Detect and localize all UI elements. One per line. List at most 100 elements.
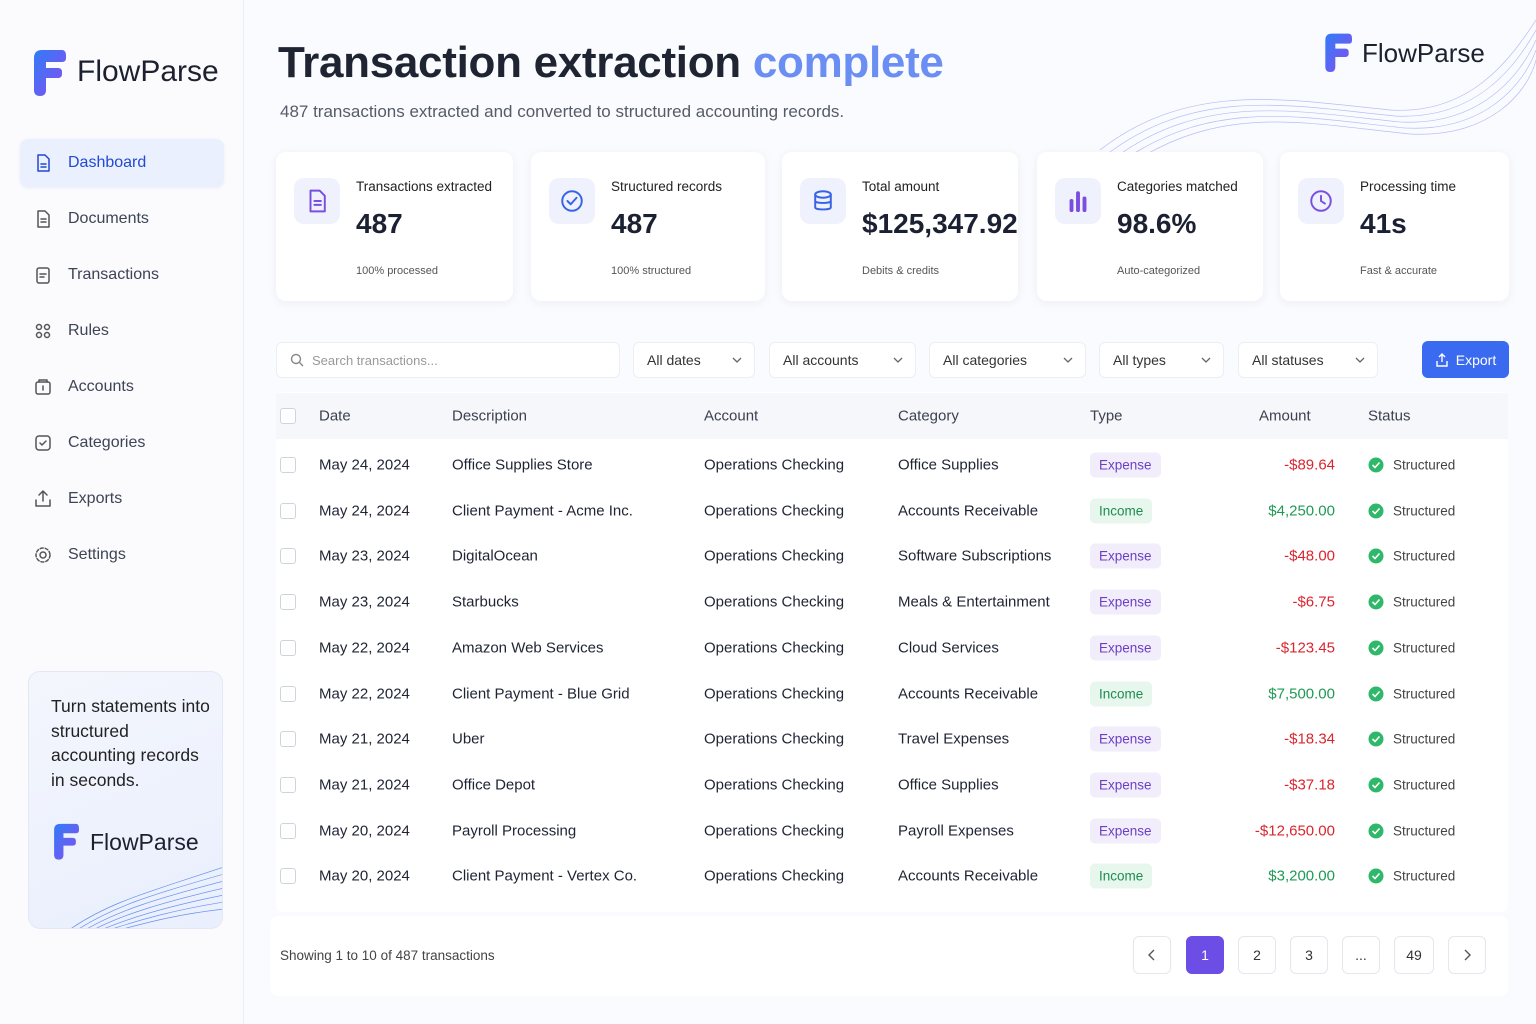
checkbox[interactable]: [280, 408, 296, 424]
prev-page[interactable]: [1133, 936, 1171, 974]
stat-value: 98.6%: [1117, 208, 1197, 239]
search-icon: [290, 353, 304, 367]
table-header: Date Description Account Category Type Amount…: [276, 393, 1508, 439]
dropdown-label: All dates: [647, 352, 701, 368]
dropdown[interactable]: All statuses: [1238, 342, 1378, 378]
stat-label: Structured records: [611, 179, 723, 194]
stat-icon: [1055, 178, 1101, 224]
icon: [37, 154, 50, 172]
type-badge: Income: [1090, 681, 1153, 706]
cell-text: Payroll Expenses: [898, 822, 1014, 840]
chevron: [893, 357, 903, 363]
nav-item[interactable]: Dashboard: [20, 139, 224, 187]
stat-value: $125,347.92: [862, 208, 1018, 239]
stat-value: 41s: [1360, 208, 1407, 239]
header-wave: [1099, 20, 1536, 159]
promo-card: Turn statements into structured accounti…: [28, 671, 223, 929]
cell-text: May 22, 2024: [319, 685, 410, 702]
status: Structured: [1393, 594, 1456, 610]
title: Transaction extraction: [278, 38, 741, 87]
checkbox[interactable]: [280, 731, 296, 748]
nav-label: Dashboard: [68, 154, 147, 171]
brand: FlowParse: [77, 55, 219, 88]
cell-text: Client Payment - Acme Inc.: [452, 502, 633, 520]
cell-text: Amazon Web Services: [452, 639, 604, 657]
checkbox[interactable]: [280, 685, 296, 702]
search[interactable]: Search transactions...: [276, 342, 620, 378]
dropdown[interactable]: All types: [1099, 342, 1224, 378]
checkbox[interactable]: [280, 868, 296, 885]
status: Structured: [1393, 823, 1456, 839]
status: Structured: [1393, 457, 1456, 473]
stat-card: Structured records 487 100% structured: [531, 152, 765, 301]
logo: [1322, 32, 1352, 72]
cell-text: May 23, 2024: [319, 547, 410, 565]
dropdown-label: All types: [1113, 352, 1166, 368]
nav-item[interactable]: Transactions: [20, 251, 224, 299]
nav-item[interactable]: Categories: [20, 419, 224, 467]
column-header: Date: [319, 407, 351, 425]
chevron: [732, 357, 742, 363]
nav-item[interactable]: Settings: [20, 531, 224, 579]
cell-text: Operations Checking: [704, 730, 845, 748]
type-badge: Expense: [1090, 772, 1161, 798]
cell-text: Operations Checking: [704, 822, 845, 840]
page-button[interactable]: 3: [1290, 936, 1328, 974]
amount: -$123.45: [1275, 639, 1335, 657]
cell-text: Office Supplies Store: [452, 456, 593, 474]
checkbox[interactable]: [280, 548, 296, 565]
page-button[interactable]: 1: [1186, 936, 1224, 974]
dropdown[interactable]: All categories: [929, 342, 1086, 378]
cell-text: May 22, 2024: [319, 639, 410, 657]
nav-item[interactable]: Accounts: [20, 363, 224, 411]
cell-text: May 20, 2024: [319, 867, 410, 885]
cell-text: May 24, 2024: [319, 502, 410, 520]
page-button[interactable]: ...: [1342, 936, 1380, 974]
icon: [561, 190, 583, 212]
column-header: Category: [898, 407, 959, 425]
cell-text: Accounts Receivable: [898, 867, 1039, 885]
type-badge: Expense: [1090, 818, 1161, 844]
dropdown[interactable]: All dates: [633, 342, 755, 378]
checkbox[interactable]: [280, 639, 296, 656]
icon: [37, 210, 50, 228]
cell-text: May 23, 2024: [319, 593, 410, 611]
dropdown[interactable]: All accounts: [769, 342, 916, 378]
chevron: [1464, 949, 1471, 961]
stat-label: Total amount: [862, 179, 940, 194]
stat-card: Transactions extracted 487 100% processed: [276, 152, 513, 301]
status-icon: [1368, 731, 1384, 747]
status: Structured: [1393, 686, 1456, 701]
checkbox[interactable]: [280, 457, 296, 473]
checkbox[interactable]: [280, 776, 296, 793]
checkbox[interactable]: [280, 594, 296, 611]
stat-icon: [549, 178, 595, 224]
stat-note: Fast & accurate: [1360, 265, 1438, 277]
next-page[interactable]: [1448, 936, 1486, 974]
status-icon: [1368, 594, 1384, 610]
cell-text: Client Payment - Vertex Co.: [452, 867, 638, 885]
cell-text: Office Supplies: [898, 456, 999, 474]
stat-value: 487: [611, 208, 658, 239]
table: Date Description Account Category Type Amount…: [276, 392, 1508, 912]
nav-label: Settings: [68, 546, 126, 563]
icon: [35, 490, 51, 507]
status: Structured: [1393, 503, 1456, 519]
cell-text: DigitalOcean: [452, 547, 538, 565]
cell-text: May 21, 2024: [319, 776, 410, 794]
showing: Showing 1 to 10 of 487 transactions: [280, 948, 495, 963]
nav-item[interactable]: Exports: [20, 475, 224, 523]
checkbox[interactable]: [280, 822, 296, 839]
stat-note: 100% processed: [356, 265, 438, 277]
export-icon: [1436, 352, 1448, 367]
export-button[interactable]: Export: [1422, 341, 1509, 378]
page-button[interactable]: 49: [1394, 936, 1434, 974]
nav-item[interactable]: Rules: [20, 307, 224, 355]
chevron: [1148, 949, 1155, 961]
cell-text: Office Supplies: [898, 776, 999, 794]
checkbox[interactable]: [280, 502, 296, 519]
column-header: Amount: [1259, 407, 1311, 425]
page-button[interactable]: 2: [1238, 936, 1276, 974]
export-label: Export: [1455, 351, 1497, 368]
nav-item[interactable]: Documents: [20, 195, 224, 243]
